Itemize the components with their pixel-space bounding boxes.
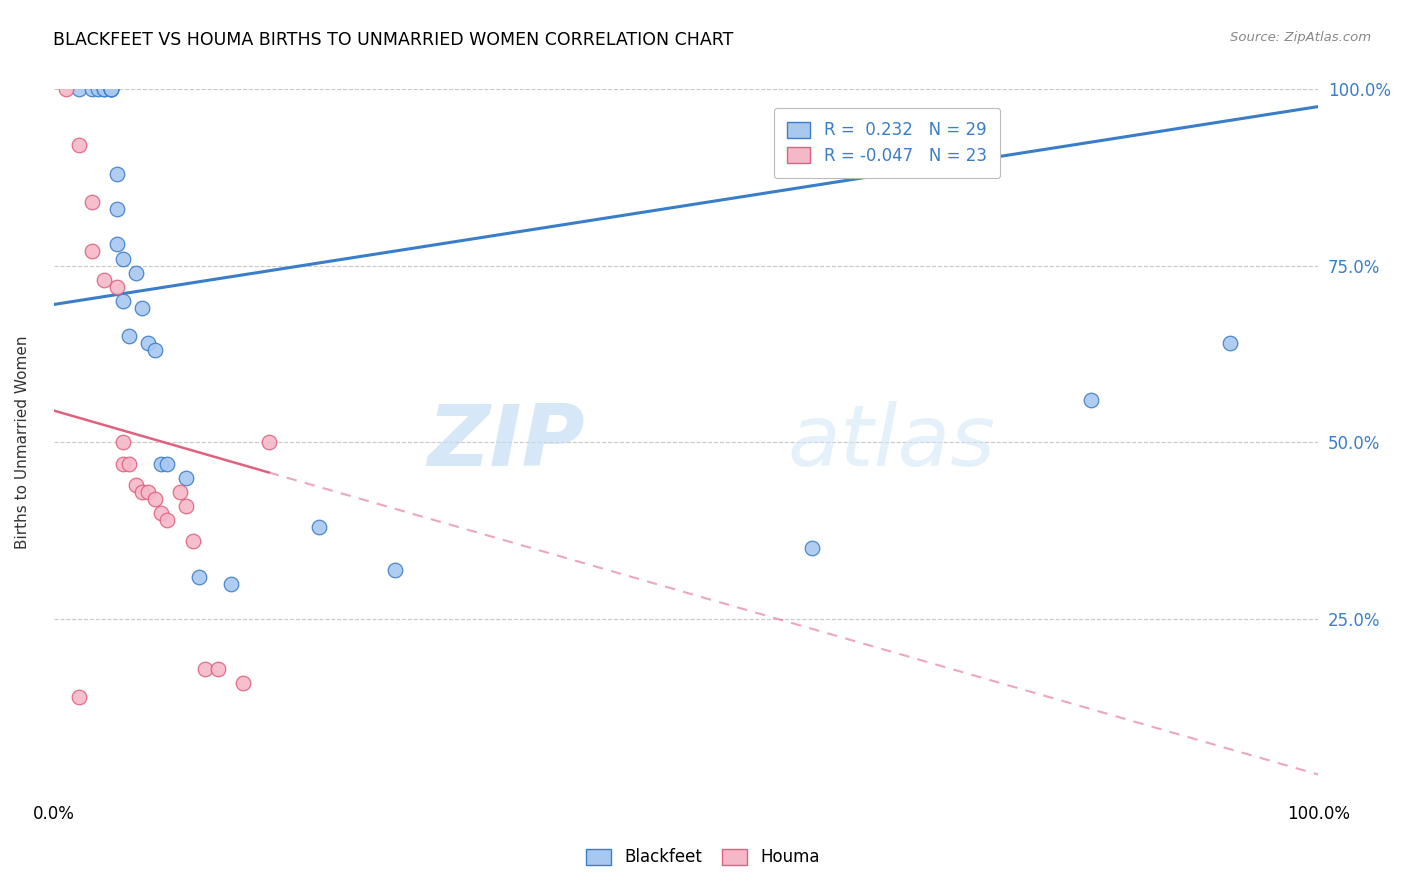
Point [118,329,141,343]
Point [308,520,330,534]
Point [194,661,217,675]
Point [105,202,128,216]
Point [143,343,166,358]
Point [118,457,141,471]
Point [384,563,406,577]
Text: BLACKFEET VS HOUMA BIRTHS TO UNMARRIED WOMEN CORRELATION CHART: BLACKFEET VS HOUMA BIRTHS TO UNMARRIED W… [53,31,734,49]
Point [112,435,135,450]
Point [125,477,148,491]
Point [138,484,160,499]
Point [80,82,103,96]
Point [105,167,128,181]
Point [181,534,204,549]
Point [1080,392,1102,407]
Point [112,252,135,266]
Point [131,484,153,499]
Point [93,273,115,287]
Point [105,237,128,252]
Point [100,82,122,96]
Point [801,541,824,556]
Point [125,266,148,280]
Point [112,457,135,471]
Point [67,82,90,96]
Point [100,82,122,96]
Point [219,576,242,591]
Point [143,491,166,506]
Point [257,435,280,450]
Point [93,82,115,96]
Point [232,675,254,690]
Point [138,336,160,351]
Point [105,280,128,294]
Point [156,457,179,471]
Point [150,506,173,520]
Point [80,194,103,209]
Point [131,301,153,315]
Point [55,82,77,96]
Point [112,293,135,308]
Point [93,82,115,96]
Point [100,82,122,96]
Text: Source: ZipAtlas.com: Source: ZipAtlas.com [1230,31,1371,45]
Legend: Blackfeet, Houma: Blackfeet, Houma [579,842,827,873]
Point [67,138,90,153]
Point [87,82,110,96]
Point [150,457,173,471]
Point [176,499,198,513]
Point [169,484,191,499]
Legend: R =  0.232   N = 29, R = -0.047   N = 23: R = 0.232 N = 29, R = -0.047 N = 23 [773,108,1000,178]
Point [207,661,229,675]
Point [188,569,211,583]
Text: atlas: atlas [787,401,995,483]
Text: ZIP: ZIP [427,401,585,483]
Point [156,513,179,527]
Point [80,244,103,259]
Point [67,690,90,704]
Point [100,82,122,96]
Point [176,471,198,485]
Y-axis label: Births to Unmarried Women: Births to Unmarried Women [15,335,30,549]
Point [1219,336,1241,351]
